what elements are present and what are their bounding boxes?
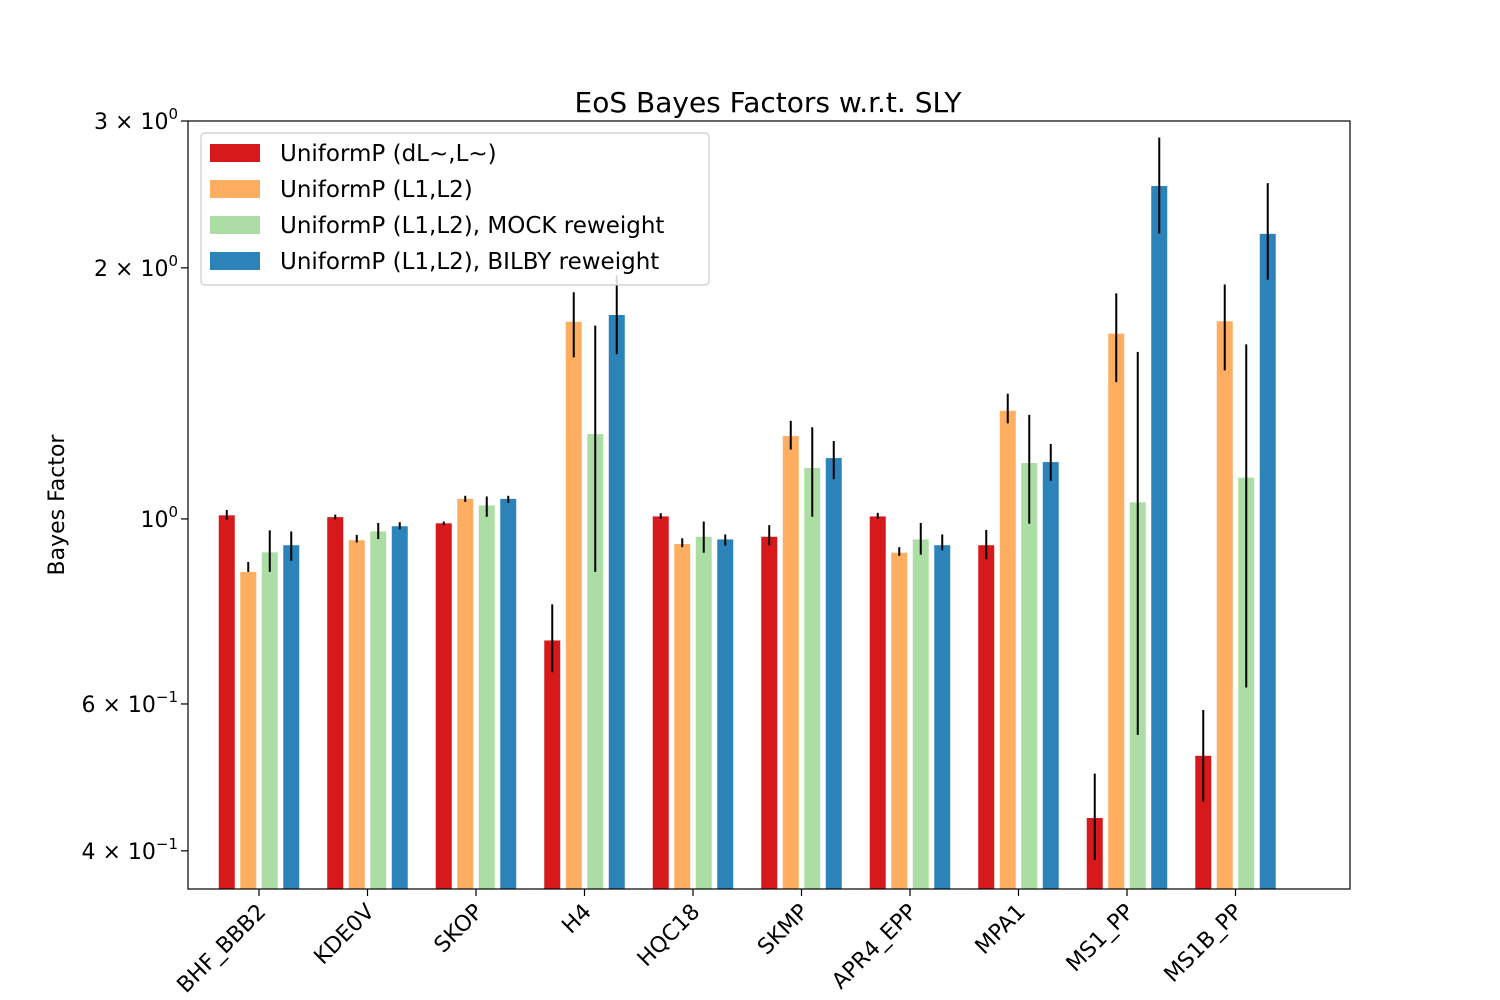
bar	[261, 552, 278, 889]
legend-label: UniformP (L1,L2)	[280, 177, 473, 203]
bar	[1108, 333, 1125, 889]
chart-title: EoS Bayes Factors w.r.t. SLY	[575, 86, 963, 119]
legend-swatch	[210, 216, 260, 234]
bar	[370, 531, 387, 889]
bar	[912, 539, 929, 889]
bar	[240, 571, 257, 889]
bar	[478, 505, 495, 889]
bar	[565, 321, 582, 889]
bar	[348, 540, 365, 889]
bar	[391, 526, 408, 889]
bar	[934, 545, 951, 889]
bar	[1259, 233, 1276, 889]
legend-label: UniformP (L1,L2), BILBY reweight	[280, 249, 659, 275]
bar	[761, 536, 778, 889]
y-tick-label: 3 × 100	[94, 105, 178, 135]
y-tick-label: 4 × 10−1	[81, 835, 178, 865]
bar	[1042, 462, 1059, 889]
legend-swatch	[210, 252, 260, 270]
bar	[457, 498, 474, 889]
bar	[782, 436, 799, 889]
bars-layer	[218, 186, 1276, 889]
bar	[218, 515, 235, 889]
y-tick-label: 2 × 100	[94, 252, 178, 282]
bar	[283, 545, 300, 889]
bar	[587, 434, 604, 889]
bar	[435, 523, 452, 889]
bar	[1216, 321, 1233, 889]
bar	[695, 536, 712, 889]
bar	[327, 517, 344, 889]
bar	[544, 640, 561, 889]
bar	[978, 545, 995, 889]
bar	[608, 314, 625, 889]
bar	[1021, 462, 1038, 889]
legend-box	[200, 132, 710, 286]
legend-swatch	[210, 144, 260, 162]
legend-label: UniformP (L1,L2), MOCK reweight	[280, 213, 664, 239]
legend-swatch	[210, 180, 260, 198]
y-axis-label: Bayes Factor	[45, 434, 70, 576]
bar	[825, 458, 842, 889]
bar	[1195, 755, 1212, 889]
legend-label: UniformP (dL~,L~)	[280, 141, 497, 167]
plot-frame	[187, 120, 1351, 890]
bar	[500, 498, 517, 889]
bar	[652, 516, 669, 889]
bar	[891, 552, 908, 889]
bar	[999, 410, 1016, 889]
bar	[869, 516, 886, 889]
bar	[804, 467, 821, 889]
bar	[717, 539, 734, 889]
legend: UniformP (dL~,L~) UniformP (L1,L2) Uniform…	[200, 132, 710, 286]
bar	[1151, 186, 1168, 889]
bar	[674, 544, 691, 889]
errorbars-layer	[225, 137, 1269, 861]
